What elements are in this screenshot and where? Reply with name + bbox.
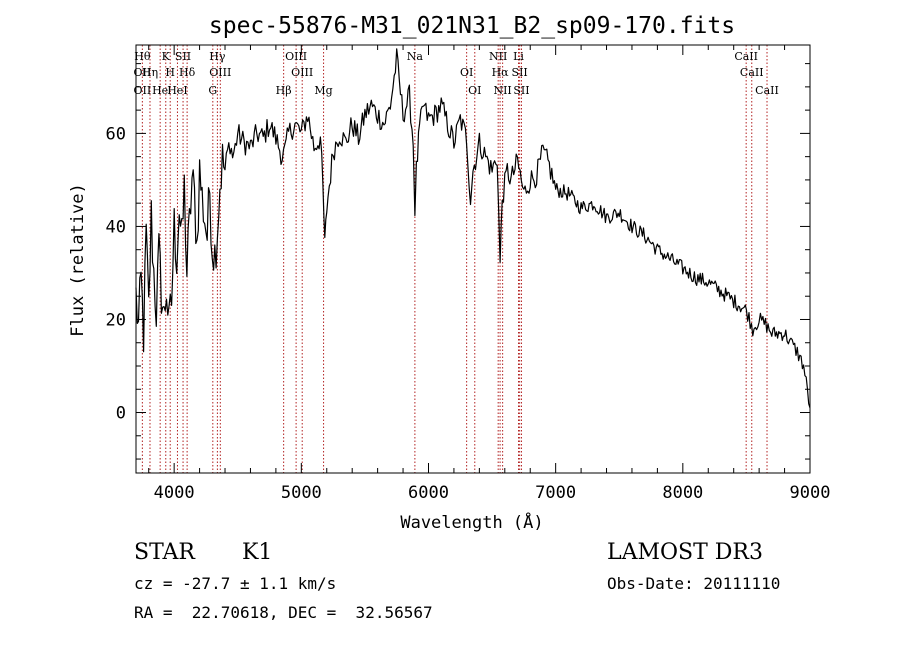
x-tick-label: 6000 xyxy=(408,483,449,503)
spectral-line-label: SII xyxy=(512,66,528,79)
spectral-line-label: SII xyxy=(175,50,191,63)
object-subclass: K1 xyxy=(242,540,273,565)
spectral-line-label: OIII xyxy=(291,66,313,79)
spectrum-series xyxy=(135,48,811,409)
spectral-line-labels: HθOIIOIIHηHeKHHeISIIHδGHγOIIIHβOIIIOIIIM… xyxy=(133,50,778,97)
spectral-line-label: Na xyxy=(407,50,424,63)
spectrum-line xyxy=(135,48,811,409)
spectral-line-label: HeI xyxy=(167,84,187,97)
spectral-line-label: He xyxy=(152,84,168,97)
spectral-line-label: OII xyxy=(133,66,151,79)
spectral-line-label: Hη xyxy=(142,66,158,79)
y-tick-label: 0 xyxy=(116,404,126,424)
spectral-line-label: Hα xyxy=(492,66,510,79)
plot-frame xyxy=(135,44,811,474)
spectral-line-label: Hθ xyxy=(134,50,151,63)
x-axis-label: Wavelength (Å) xyxy=(400,511,543,533)
spectral-line-label: OIII xyxy=(285,50,307,63)
spectral-line-label: OII xyxy=(133,84,151,97)
spectral-line-label: H xyxy=(165,66,175,79)
y-tick-label: 20 xyxy=(106,310,126,330)
chart-title: spec-55876-M31_021N31_B2_sp09-170.fits xyxy=(209,13,735,39)
spectral-line-label: NII xyxy=(489,50,507,63)
spectral-line-label: Hδ xyxy=(179,66,196,79)
survey-name: LAMOST DR3 xyxy=(607,540,763,565)
spectral-line-label: Li xyxy=(513,50,524,63)
y-tick-label: 40 xyxy=(106,217,126,237)
spectral-line-label: Hβ xyxy=(276,84,292,97)
x-tick-label: 7000 xyxy=(535,483,576,503)
spectral-line-label: K xyxy=(162,50,171,63)
spectral-line-label: OI xyxy=(460,66,473,79)
spectral-line-label: CaII xyxy=(740,66,764,79)
spectral-line-label: Hγ xyxy=(209,50,226,63)
spectral-line-label: Mg xyxy=(314,84,332,97)
spectral-line-label: G xyxy=(208,84,217,97)
ra-dec-coordinates: RA = 22.70618, DEC = 32.56567 xyxy=(134,603,433,622)
spectral-line-label: SII xyxy=(513,84,529,97)
x-tick-label: 9000 xyxy=(790,483,831,503)
redshift-cz: cz = -27.7 ± 1.1 km/s xyxy=(134,574,337,593)
y-axis-label: Flux (relative) xyxy=(68,183,88,337)
object-class: STAR xyxy=(134,540,195,565)
observation-date: Obs-Date: 20111110 xyxy=(607,574,781,593)
spectral-line-label: CaII xyxy=(734,50,758,63)
x-tick-label: 5000 xyxy=(281,483,322,503)
x-tick-label: 4000 xyxy=(154,483,195,503)
spectral-line-label: OI xyxy=(468,84,481,97)
axis-ticks: 4000 5000 6000 7000 8000 9000 0 20 40 60 xyxy=(106,45,831,503)
y-tick-label: 60 xyxy=(106,124,126,144)
spectral-line-label: NII xyxy=(493,84,511,97)
x-tick-label: 8000 xyxy=(662,483,703,503)
spectral-line-label: CaII xyxy=(755,84,779,97)
spectral-line-label: OIII xyxy=(209,66,231,79)
